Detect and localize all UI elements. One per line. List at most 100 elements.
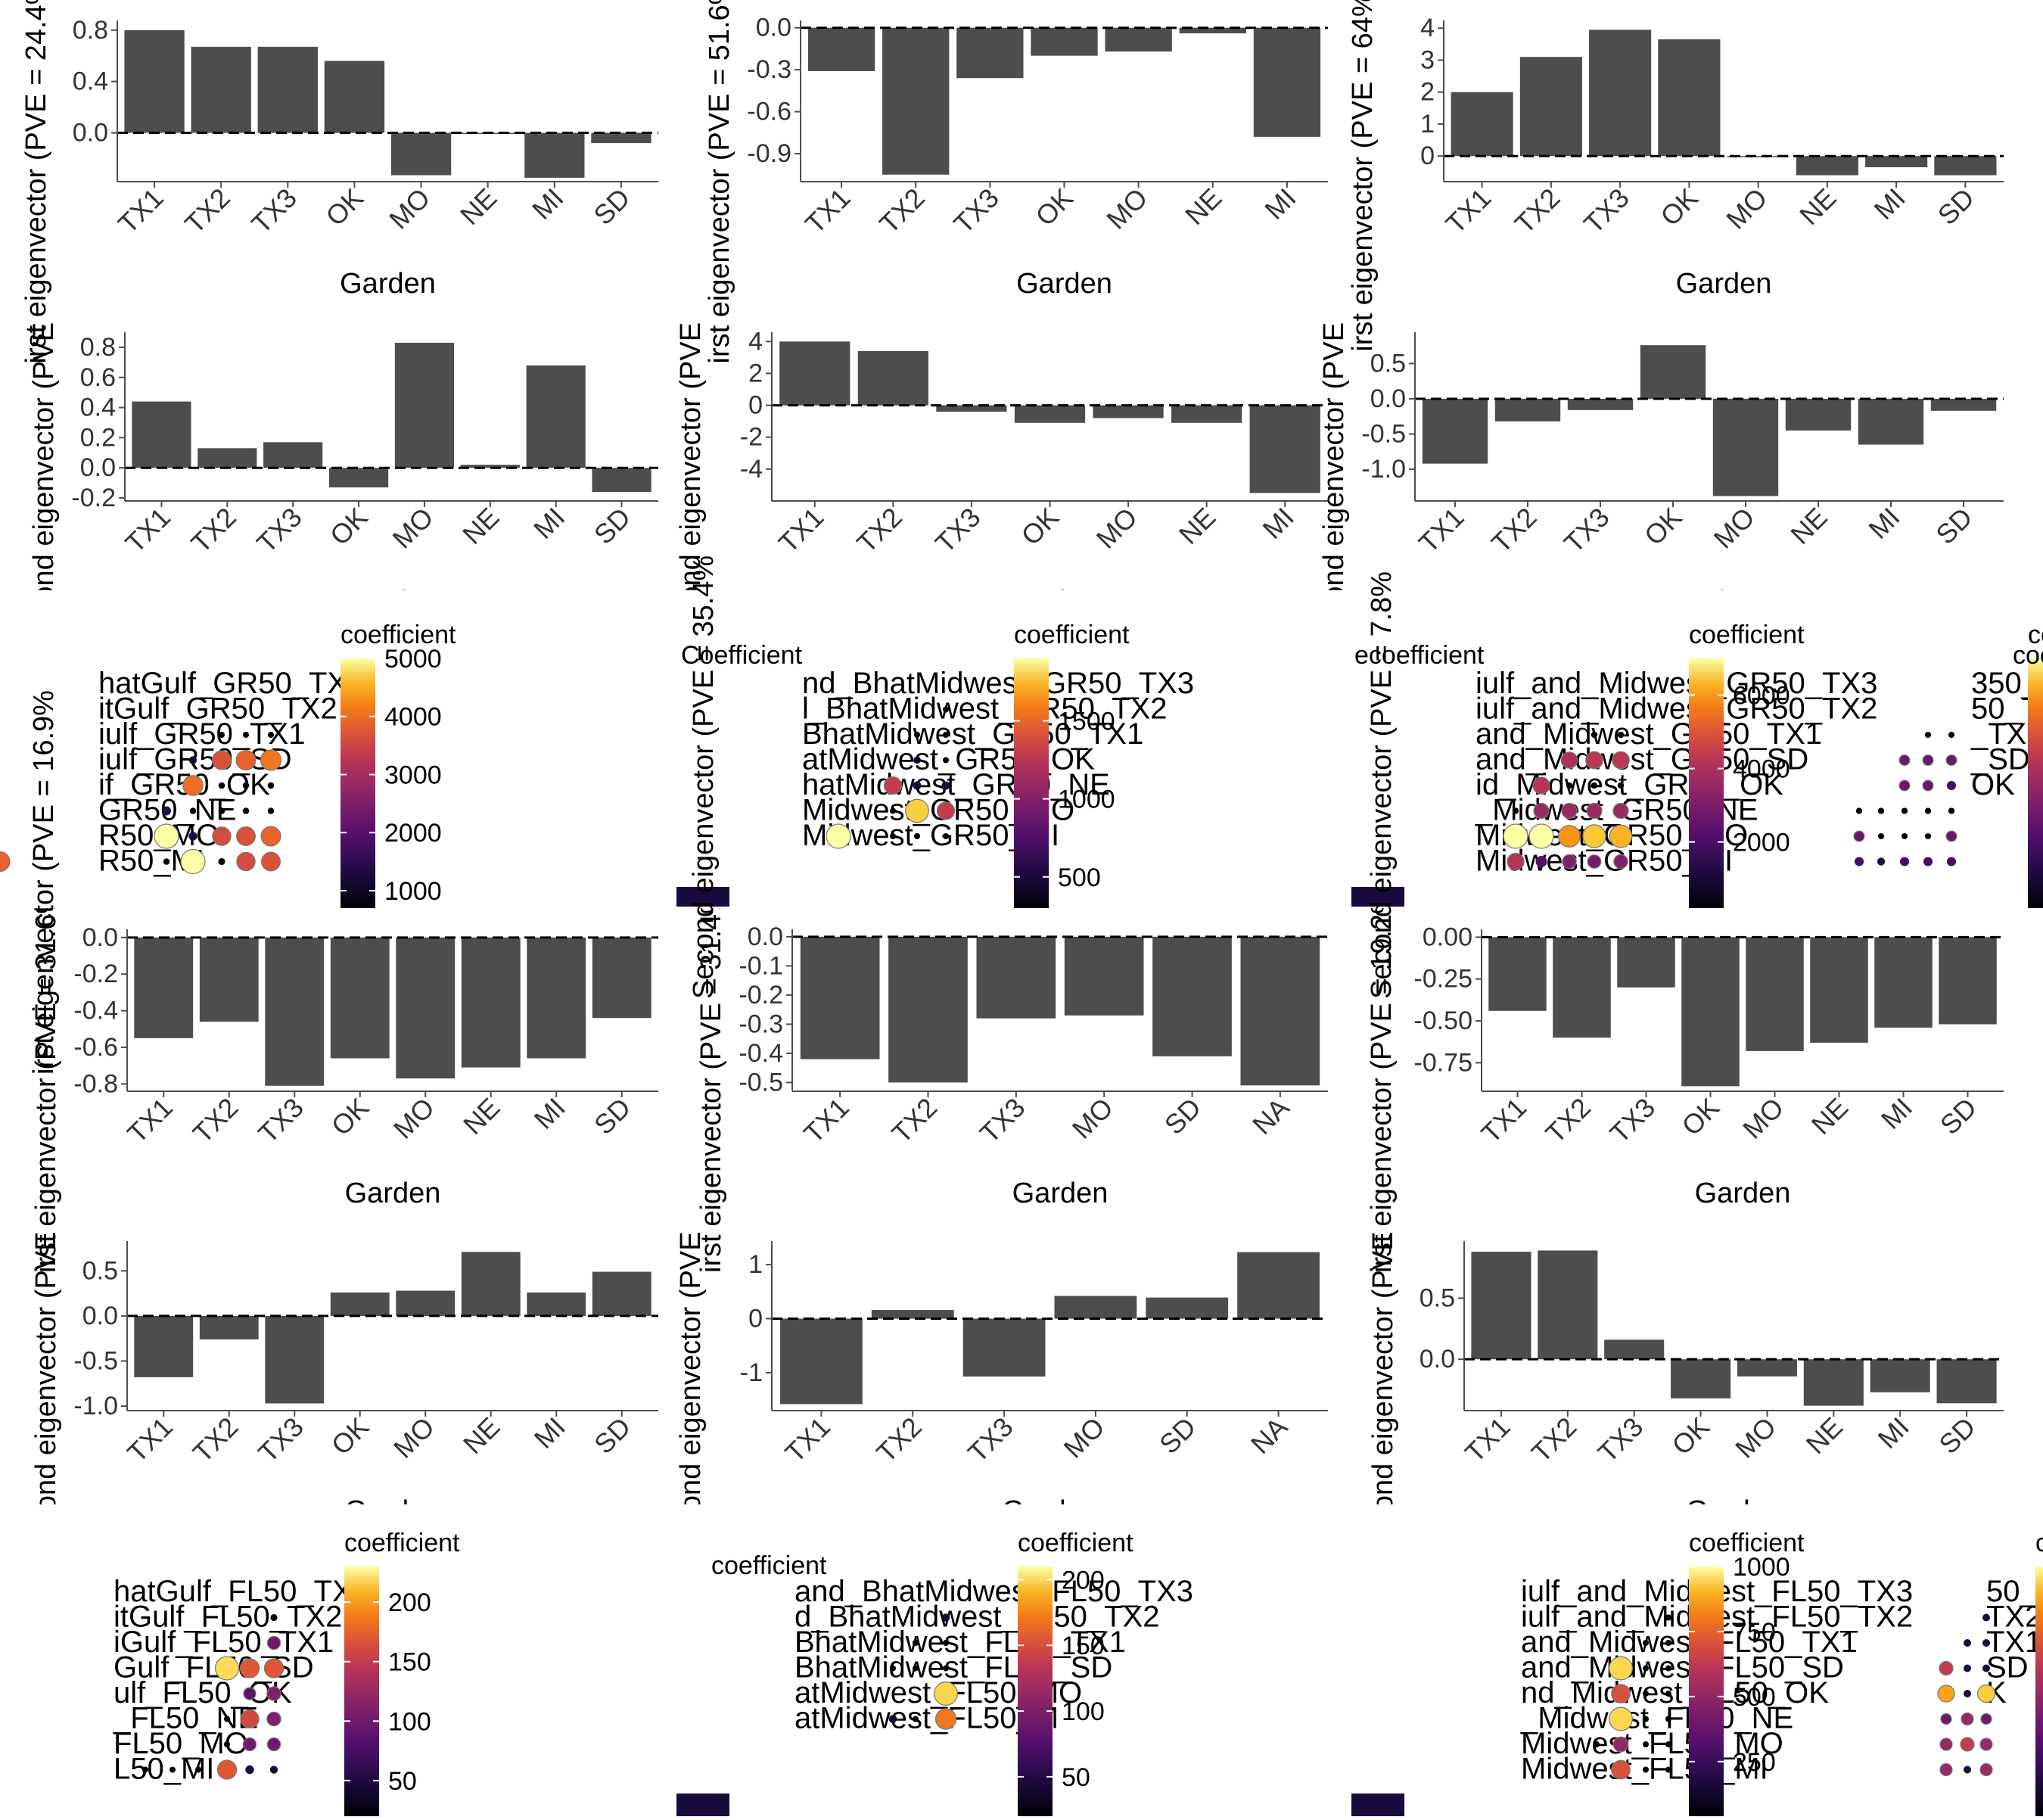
bar-TX2 — [191, 46, 251, 133]
row-label: SD — [1986, 1651, 2029, 1685]
y-tick-label: -0.2 — [73, 960, 118, 988]
coefficient-dot — [212, 750, 232, 770]
row-label: and_Midwest_FL50_SD — [1521, 1651, 1844, 1685]
y-tick-label: 0.0 — [748, 922, 783, 951]
y-tick-label: 3 — [1420, 45, 1435, 74]
legend-tick-label: 2000 — [384, 819, 442, 848]
y-axis-title: irst eigenvector (PVE = 31.4% — [695, 888, 727, 1273]
y-tick-label: -0.8 — [73, 1069, 118, 1098]
legend-title: coefficient — [1014, 621, 1130, 649]
bar-NE — [461, 1252, 521, 1316]
row-label: iulf_and_Midwest_GR50_TX2 — [1476, 692, 1877, 726]
bar-NE — [1810, 937, 1868, 1043]
coefficient-dot — [1558, 825, 1581, 848]
bar-MO — [1054, 1296, 1137, 1319]
coefficient-dot — [888, 1715, 897, 1723]
x-tick-label: MO — [1720, 182, 1773, 235]
bar-TX2 — [882, 27, 950, 175]
y-tick-label: -1 — [740, 1358, 763, 1387]
y-tick-label: -0.2 — [739, 981, 783, 1010]
x-tick-label: TX2 — [870, 1411, 928, 1469]
bar-SD — [592, 468, 651, 493]
coefficient-dot — [1512, 807, 1519, 814]
x-tick-label: TX3 — [250, 502, 308, 559]
coefficient-dot — [1901, 807, 1908, 814]
x-tick-label: OK — [325, 1411, 375, 1461]
bar-TX2 — [1553, 937, 1611, 1038]
row-label: nd_Midwest_FL50_OK — [1521, 1676, 1829, 1710]
coefficient-dot — [1939, 1738, 1953, 1751]
y-tick-label: 0.0 — [1420, 1345, 1455, 1374]
coefficient-dot — [1948, 807, 1955, 814]
coefficient-dot — [1665, 1691, 1671, 1697]
bar-MI — [527, 937, 586, 1059]
coefficient-dot — [1946, 857, 1957, 866]
legend-tick-label: 100 — [1062, 1697, 1105, 1726]
legend-tick-label: 200 — [1062, 1566, 1105, 1594]
coefficient-dot — [1665, 1665, 1671, 1672]
coefficient-dot — [890, 1665, 896, 1672]
coefficient-dot — [224, 1716, 230, 1722]
y-tick-label: -0.1 — [739, 951, 783, 980]
bar-TX2 — [1538, 1250, 1598, 1360]
y-axis-title: irst eigenvector (PVE = 31.6% — [30, 888, 62, 1273]
coefficient-dot — [212, 826, 232, 846]
bar-SD — [591, 132, 651, 144]
legend-title: coefficient — [1689, 1529, 1805, 1557]
coefficient-dot — [1586, 802, 1603, 820]
coefficient-dot — [1507, 852, 1525, 871]
coefficient-dot — [260, 826, 281, 847]
dot-panel-d1: hatGulf_GR50_TX3itGulf_GR50_TX2iulf_GR50… — [0, 621, 456, 908]
row-label: and_BhatMidwest_FL50_TX3 — [794, 1575, 1193, 1608]
x-tick-label: SD — [587, 182, 636, 231]
row-label: _SD — [1970, 743, 2030, 776]
coefficient-dot — [245, 1765, 254, 1775]
bar-MO — [394, 342, 455, 468]
legend-tick-label: 150 — [388, 1648, 431, 1677]
legend-tick-label: 100 — [388, 1707, 431, 1736]
row-label: BhatMidwest_GR50_TX1 — [802, 717, 1143, 751]
coefficient-dot — [218, 857, 225, 866]
coefficient-dot — [243, 732, 249, 738]
legend-colorbar — [1018, 1566, 1053, 1816]
bar-TX3 — [956, 27, 1024, 79]
coefficient-dot — [180, 848, 206, 875]
row-label: itGulf_FL50_TX2 — [114, 1601, 342, 1634]
legend-colorbar — [2035, 1566, 2043, 1816]
row-label: hatMidwest_GR50_NE — [802, 768, 1110, 801]
coefficient-dot — [1948, 732, 1954, 738]
x-tick-label: MI — [528, 1092, 571, 1135]
coefficient-dot — [1593, 1741, 1600, 1748]
bar-TX1 — [780, 1318, 863, 1405]
coefficient-dot — [1561, 802, 1578, 820]
y-tick-label: -1.0 — [73, 1392, 118, 1420]
y-tick-label: -1.0 — [1361, 455, 1406, 484]
bar-MI — [527, 1292, 586, 1316]
legend-colorbar — [1014, 658, 1049, 908]
coefficient-dot — [1609, 1706, 1633, 1731]
y-tick-label: -0.5 — [73, 1346, 118, 1375]
bar-OK — [1681, 937, 1740, 1087]
coefficient-dot — [1612, 1736, 1629, 1753]
coefficient-dot — [1855, 807, 1863, 814]
x-tick-label: TX3 — [1603, 1092, 1661, 1150]
stray-colorbar-stub — [676, 1794, 729, 1816]
x-tick-label: TX1 — [798, 1092, 855, 1150]
coefficient-dot — [1922, 779, 1934, 792]
x-tick-label: TX2 — [885, 1092, 943, 1150]
coefficient-dot — [1982, 1613, 1990, 1622]
bar-OK — [1014, 405, 1086, 423]
bar-OK — [1640, 345, 1706, 399]
x-tick-label: TX2 — [179, 182, 236, 240]
row-label: hatGulf_FL50_TX3 — [114, 1575, 369, 1608]
row-label: hatGulf_GR50_TX3 — [98, 667, 364, 700]
y-tick-label: 0.5 — [82, 1256, 118, 1285]
coefficient-dot — [242, 782, 250, 789]
x-tick-label: TX3 — [962, 1411, 1019, 1469]
x-tick-label: MO — [1100, 182, 1153, 235]
bar-SD — [1936, 1359, 1997, 1404]
y-tick-label: 1 — [1420, 110, 1435, 138]
coefficient-dot — [1665, 1716, 1671, 1722]
coefficient-dot — [1643, 1766, 1649, 1773]
